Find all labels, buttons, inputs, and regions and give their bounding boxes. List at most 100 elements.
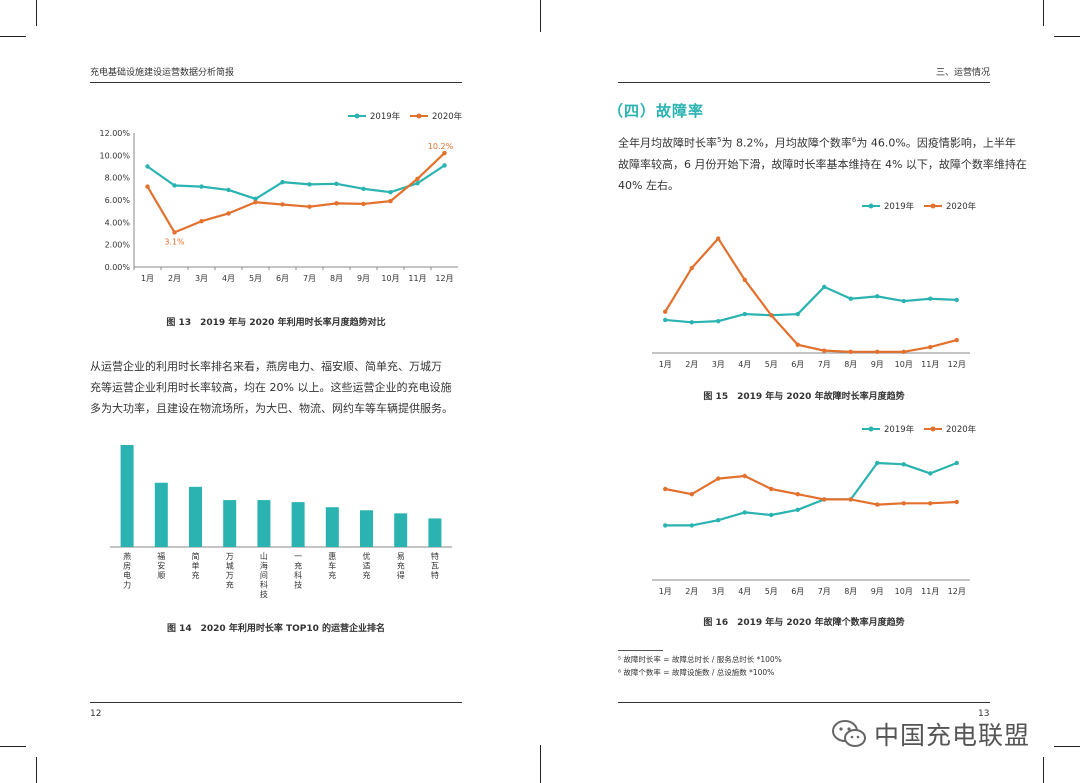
crop-mark bbox=[1054, 36, 1080, 37]
x-tick-label: 山海间科技 bbox=[260, 551, 268, 599]
x-tick-label: 惠车充 bbox=[328, 551, 336, 580]
x-tick-label: 8月 bbox=[844, 587, 857, 596]
x-tick-label: 4月 bbox=[222, 274, 235, 283]
x-tick-label: 易充得 bbox=[397, 552, 405, 580]
data-point bbox=[689, 492, 694, 497]
data-point bbox=[253, 200, 258, 205]
data-point bbox=[415, 181, 420, 186]
crop-mark bbox=[0, 36, 26, 37]
x-tick-label: 1月 bbox=[659, 587, 672, 596]
x-tick-label: 7月 bbox=[818, 360, 831, 369]
right-paragraph-line: 40% 左右。 bbox=[618, 178, 679, 192]
data-point bbox=[253, 196, 258, 202]
data-point bbox=[875, 460, 880, 466]
series-line-2019年 bbox=[146, 164, 446, 200]
x-tick-label: 5月 bbox=[765, 587, 778, 596]
data-point bbox=[689, 320, 694, 325]
data-point bbox=[280, 202, 285, 207]
data-point bbox=[928, 471, 933, 476]
fig14-caption: 图 14 2020 年利用时长率 TOP10 的运营企业排名 bbox=[166, 624, 386, 634]
x-tick-label: 3月 bbox=[195, 274, 208, 283]
x-tick-label: 6月 bbox=[791, 360, 804, 369]
x-tick-label: 10月 bbox=[895, 360, 913, 369]
y-tick-label: 4.00% bbox=[105, 218, 131, 227]
crop-mark bbox=[1043, 757, 1044, 783]
data-point bbox=[901, 349, 906, 355]
x-tick-label: 特瓦特 bbox=[431, 551, 439, 580]
x-tick-label: 2月 bbox=[685, 587, 698, 596]
data-point bbox=[795, 492, 800, 497]
fig14-chart: 燕房电力 福安顺 简单充 万城万充 山海间科技 一充科技 惠车充 优适充 易充得 特瓦特 bbox=[110, 445, 452, 599]
x-tick-label: 11月 bbox=[921, 587, 939, 596]
x-tick-label: 万城万充 bbox=[226, 552, 234, 590]
data-point bbox=[742, 473, 747, 479]
data-point bbox=[928, 344, 933, 350]
legend-marker bbox=[930, 203, 936, 209]
x-tick-label: 12月 bbox=[948, 360, 966, 369]
x-tick-label: 3月 bbox=[712, 360, 725, 369]
right-paragraph-line: 故障率较高，6 月份开始下滑，故障时长率基本维持在 4% 以下，故障个数率维持在 bbox=[618, 157, 1027, 171]
right-paragraph-line: 全年月均故障时长率5为 8.2%，月均故障个数率6为 46.0%。因疫情影响，上… bbox=[618, 130, 1016, 154]
watermark-text: 中国充电联盟 bbox=[874, 721, 1031, 750]
data-point bbox=[954, 460, 959, 466]
series-line-2020年 bbox=[665, 474, 957, 506]
data-point bbox=[145, 184, 150, 189]
y-tick-label: 2.00% bbox=[105, 241, 131, 250]
data-point bbox=[742, 277, 747, 283]
crop-mark bbox=[1043, 0, 1044, 26]
x-tick-label: 7月 bbox=[303, 274, 316, 283]
footnote-ref[interactable]: 6 bbox=[851, 136, 857, 144]
fig15-chart: 1月 2月 3月 4月 5月 6月 7月 8月 9月 10月 11月 12月 2019年 2020年 bbox=[652, 201, 977, 369]
data-point bbox=[848, 296, 853, 301]
data-point bbox=[795, 507, 800, 512]
data-point bbox=[795, 342, 800, 347]
data-point bbox=[689, 265, 694, 271]
left-header-rule bbox=[90, 82, 462, 83]
left-header: 充电基础设施建设运营数据分析简报 bbox=[90, 68, 235, 78]
data-point bbox=[307, 204, 312, 209]
data-point bbox=[361, 186, 366, 192]
data-point bbox=[954, 499, 959, 505]
x-tick-label: 6月 bbox=[791, 587, 804, 596]
data-point bbox=[663, 523, 668, 528]
footnotes: ⁵ 故障时长率 = 故障总时长 / 服务总时长 *100% ⁶ 故障个数率 = … bbox=[618, 653, 782, 679]
data-point bbox=[199, 219, 204, 224]
data-point bbox=[769, 486, 774, 492]
bar bbox=[120, 445, 134, 547]
crop-mark bbox=[1054, 746, 1080, 747]
crop-mark bbox=[0, 746, 26, 747]
x-tick-label: 3月 bbox=[712, 587, 725, 596]
section-title: （四）故障率 bbox=[608, 102, 705, 120]
x-tick-label: 燕房电力 bbox=[123, 551, 131, 590]
data-point bbox=[145, 164, 150, 169]
data-point bbox=[795, 311, 800, 317]
x-tick-label: 2月 bbox=[685, 360, 698, 369]
x-tick-label: 10月 bbox=[381, 274, 399, 283]
data-point bbox=[172, 230, 177, 235]
right-page-number: 13 bbox=[978, 709, 990, 719]
left-paragraph-line: 充等运营企业利用时长率较高，均在 20% 以上。这些运营企业的充电设施 bbox=[90, 381, 452, 394]
paragraph-text: 全年月均故障时长率 bbox=[618, 136, 717, 150]
legend-marker bbox=[868, 426, 874, 432]
data-point bbox=[848, 497, 853, 502]
data-point bbox=[226, 211, 231, 216]
data-point bbox=[199, 184, 204, 189]
y-tick-label: 0.00% bbox=[105, 263, 131, 272]
data-point bbox=[716, 318, 721, 324]
x-tick-label: 优适充 bbox=[363, 551, 371, 580]
legend-label: 2019年 bbox=[370, 111, 401, 122]
data-point bbox=[822, 497, 827, 502]
x-tick-label: 11月 bbox=[921, 360, 939, 369]
data-point bbox=[663, 317, 668, 323]
left-paragraph-line: 多为大功率，且建设在物流场所，为大巴、物流、网约车等车辆提供服务。 bbox=[90, 402, 453, 415]
x-tick-label: 一充科技 bbox=[294, 552, 302, 590]
x-tick-label: 12月 bbox=[948, 587, 966, 596]
data-point bbox=[334, 181, 339, 187]
crop-mark bbox=[540, 745, 541, 783]
paragraph-text: 为 8.2%，月均故障个数率 bbox=[721, 136, 852, 150]
legend-marker bbox=[354, 113, 360, 119]
data-point bbox=[928, 501, 933, 506]
data-point bbox=[928, 296, 933, 301]
y-tick-label: 8.00% bbox=[105, 174, 131, 183]
footnote-ref[interactable]: 5 bbox=[717, 136, 722, 144]
